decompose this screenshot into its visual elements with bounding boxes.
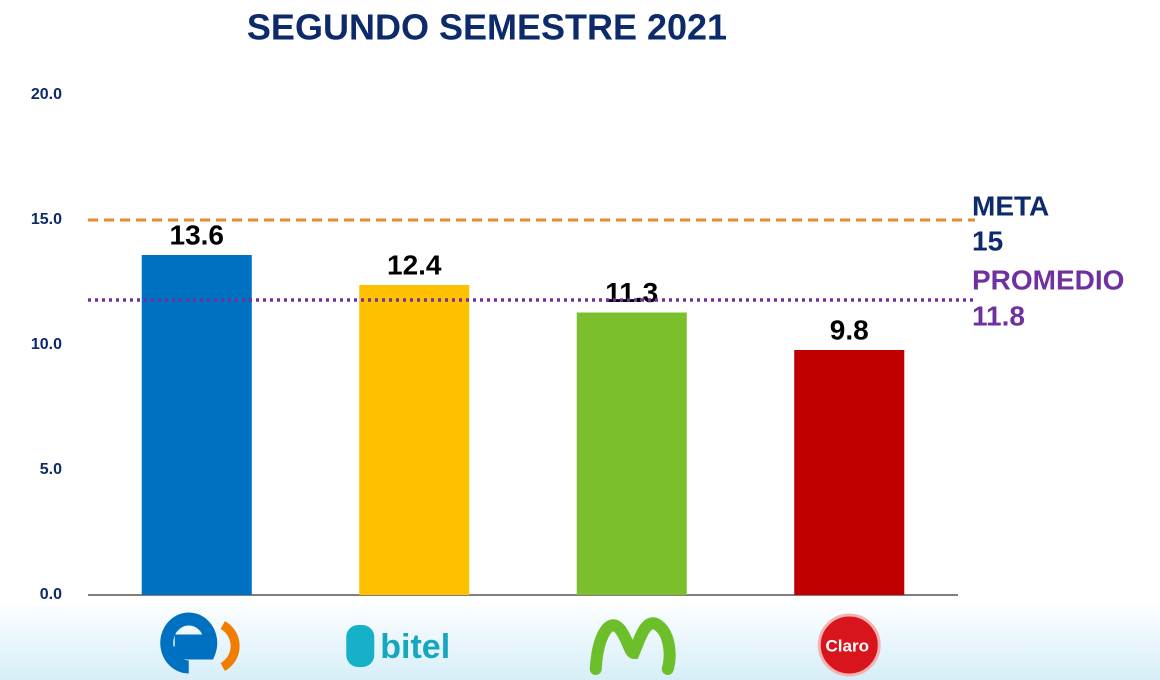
reference-value: 15 [972,225,1003,256]
logo-entel-arc [220,621,240,671]
bar [359,285,470,595]
y-tick-label: 15.0 [31,211,62,228]
logo-entel-e [160,612,218,674]
category-logo [589,617,676,675]
y-tick-label: 0.0 [40,586,62,603]
logo-claro-badge [817,613,881,677]
bar [576,312,687,595]
logo-movistar [589,617,676,675]
x-tick-label: bitel [380,628,450,666]
bar [141,255,252,595]
value-label: 9.8 [830,314,869,345]
y-tick-label: 5.0 [40,461,62,478]
value-label: 12.4 [387,249,442,280]
category-logo: Claro [817,613,881,677]
category-logo [160,612,240,674]
chart-title: SEGUNDO SEMESTRE 2021 [247,7,727,48]
value-label: 11.3 [605,277,658,308]
logo-bitel-mark [346,625,375,667]
reference-value: 11.8 [972,300,1025,331]
value-label: 13.6 [170,219,225,250]
x-tick-label: Claro [826,636,869,655]
reference-name: META [972,190,1049,221]
y-tick-label: 10.0 [31,336,62,353]
y-tick-label: 20.0 [31,86,62,103]
reference-name: PROMEDIO [972,264,1124,295]
category-logo: bitel [346,625,450,667]
bar [794,350,905,595]
